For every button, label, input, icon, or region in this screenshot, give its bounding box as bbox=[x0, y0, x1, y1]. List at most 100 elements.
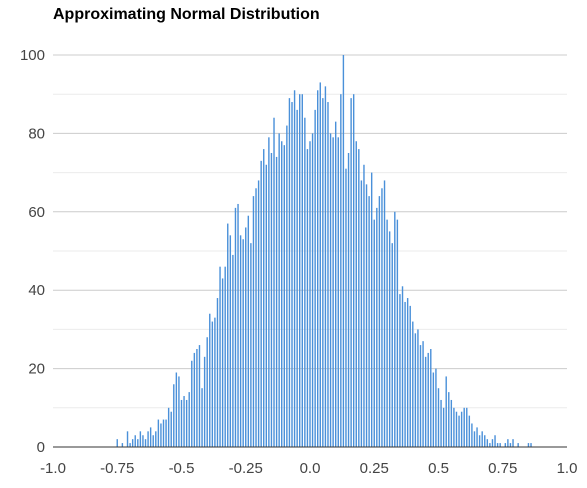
histogram-bar bbox=[468, 415, 471, 447]
x-tick-label: -0.5 bbox=[169, 460, 195, 477]
histogram-bar bbox=[517, 443, 519, 447]
histogram-bar bbox=[491, 439, 494, 447]
histogram-bar bbox=[206, 337, 208, 447]
histogram-bar bbox=[432, 372, 435, 447]
histogram-bar bbox=[293, 90, 296, 447]
histogram-bar bbox=[463, 407, 465, 447]
histogram-bar bbox=[334, 121, 337, 447]
histogram-bar bbox=[265, 164, 268, 447]
histogram-bar bbox=[414, 333, 417, 447]
histogram-bar bbox=[399, 294, 401, 447]
histogram-bar bbox=[291, 102, 293, 447]
histogram-bar bbox=[365, 184, 368, 448]
histogram-bar bbox=[450, 399, 453, 447]
y-tick-label: 20 bbox=[28, 361, 45, 378]
histogram-bar bbox=[311, 133, 314, 447]
histogram-bar bbox=[427, 352, 429, 447]
histogram-bar bbox=[507, 439, 509, 447]
histogram-bar bbox=[268, 137, 270, 447]
histogram-bar bbox=[301, 94, 303, 447]
histogram-bar bbox=[504, 443, 507, 447]
histogram-bar bbox=[404, 301, 406, 447]
histogram-bar bbox=[183, 396, 185, 447]
histogram-bar bbox=[460, 411, 463, 447]
histogram-bar bbox=[275, 156, 278, 448]
histogram-bar bbox=[458, 415, 460, 447]
histogram-bar bbox=[317, 90, 319, 447]
histogram-bar bbox=[196, 349, 198, 447]
histogram-bar bbox=[237, 203, 239, 447]
histogram-bar bbox=[242, 239, 244, 447]
histogram-bar bbox=[116, 439, 118, 447]
histogram-bar bbox=[419, 345, 422, 447]
histogram-bar bbox=[131, 439, 134, 447]
x-tick-label: 0.75 bbox=[488, 460, 517, 477]
y-tick-label: 0 bbox=[37, 439, 45, 456]
axes: 0 20 40 60 80 100 -1.0 -0.75 -0.5 -0.25 0.0 0.25 0.5… bbox=[20, 47, 577, 477]
histogram-bar bbox=[234, 207, 237, 447]
histogram-bar bbox=[147, 431, 149, 447]
histogram-bar bbox=[167, 407, 170, 447]
histogram-bar bbox=[355, 141, 357, 448]
chart-title: Approximating Normal Distribution bbox=[53, 6, 320, 23]
histogram-bar bbox=[394, 211, 396, 447]
histogram-bar bbox=[489, 443, 491, 447]
histogram-bar bbox=[211, 321, 214, 447]
histogram-bar bbox=[157, 419, 160, 447]
histogram-bar bbox=[417, 329, 419, 447]
histogram-bar bbox=[430, 349, 432, 447]
histogram-bar bbox=[306, 149, 309, 447]
histogram-bar bbox=[509, 443, 512, 447]
y-tick-label: 60 bbox=[28, 204, 45, 221]
histogram-bar bbox=[288, 98, 291, 448]
histogram-bar bbox=[368, 196, 370, 447]
histogram-bar bbox=[396, 219, 399, 447]
x-tick-label: 0.0 bbox=[300, 460, 321, 477]
histogram-bar bbox=[214, 317, 216, 447]
histogram-bar bbox=[342, 55, 345, 447]
histogram-bar bbox=[250, 243, 252, 447]
histogram-bar bbox=[381, 188, 383, 447]
histogram-bar bbox=[424, 356, 427, 447]
histogram-bar bbox=[363, 164, 365, 447]
x-tick-label: -0.25 bbox=[229, 460, 263, 477]
histogram-bar bbox=[448, 392, 450, 447]
histogram-bar bbox=[499, 443, 501, 447]
histogram-bar bbox=[191, 360, 193, 447]
histogram-bar bbox=[530, 443, 532, 447]
histogram-bar bbox=[232, 254, 234, 447]
histogram-bar bbox=[478, 435, 481, 447]
histogram-bar bbox=[149, 427, 152, 447]
histogram-bar bbox=[406, 298, 409, 447]
histogram-bar bbox=[527, 443, 530, 447]
histogram-bar bbox=[270, 153, 273, 447]
y-tick-label: 100 bbox=[20, 47, 45, 64]
histogram-bar bbox=[494, 435, 496, 447]
x-tick-label: 0.5 bbox=[428, 460, 449, 477]
histogram-bar bbox=[455, 411, 458, 447]
histogram-bar bbox=[376, 207, 378, 447]
histogram-bar bbox=[142, 435, 144, 447]
histogram-bar bbox=[286, 125, 288, 447]
histogram-bar bbox=[155, 431, 157, 447]
x-tick-label: -1.0 bbox=[40, 460, 66, 477]
histogram-bar bbox=[378, 196, 381, 447]
histogram-bar bbox=[245, 227, 247, 447]
histogram-bar bbox=[401, 286, 404, 447]
histogram-bar bbox=[347, 153, 350, 447]
histogram-bar bbox=[221, 278, 224, 447]
histogram-bar bbox=[453, 407, 455, 447]
histogram-bar bbox=[412, 321, 414, 447]
histogram-bar bbox=[314, 109, 316, 447]
histogram-bar bbox=[165, 419, 167, 447]
histogram-bar bbox=[219, 266, 221, 447]
bars bbox=[116, 55, 532, 448]
x-tick-label: 0.25 bbox=[360, 460, 389, 477]
histogram-bar bbox=[273, 117, 275, 447]
histogram-bar bbox=[486, 439, 489, 447]
histogram-bar bbox=[409, 305, 411, 447]
histogram-bar bbox=[322, 98, 324, 448]
histogram-bar bbox=[229, 235, 232, 447]
histogram-bar bbox=[442, 407, 445, 447]
histogram-bar bbox=[388, 231, 391, 447]
